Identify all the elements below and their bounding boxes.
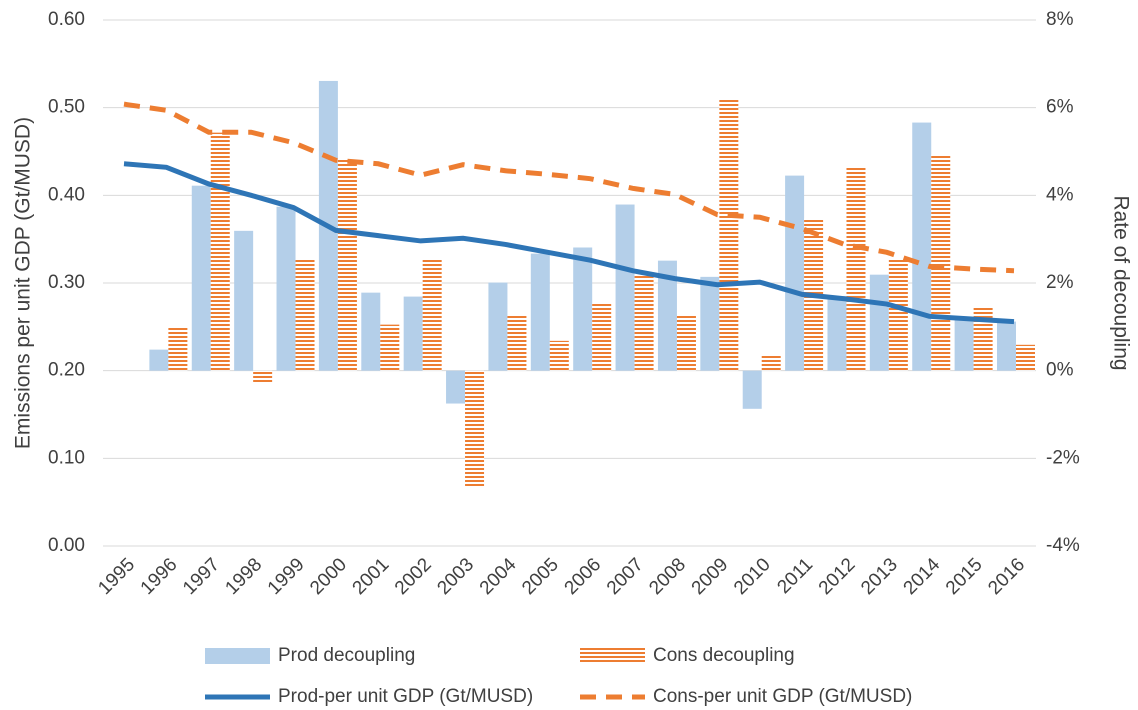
bar [191,185,211,371]
bar [149,349,169,371]
x-tick-label: 2011 [773,554,817,598]
bar [488,282,508,371]
bar [700,276,720,371]
bar [954,319,974,371]
legend-swatch [205,648,270,664]
y2-axis-title: Rate of decoupling [1109,195,1132,370]
legend-label: Cons-per unit GDP (Gt/MUSD) [653,686,912,707]
y-tick-label: 0.30 [48,272,85,293]
y-tick-label: 0.20 [48,360,85,381]
y-tick-label: 0.40 [48,184,85,205]
x-tick-label: 2016 [984,554,1029,599]
bar [507,315,527,371]
x-tick-label: 2012 [815,554,860,599]
bar [253,370,273,384]
y-tick-label: 0.50 [48,97,85,118]
bar [276,206,296,371]
y2-tick-label: -2% [1046,447,1080,468]
y2-tick-label: 6% [1046,97,1074,118]
line [123,101,1015,274]
bar [657,260,677,371]
y2-tick-label: 4% [1046,184,1074,205]
bar [337,158,357,371]
x-tick-label: 2008 [645,554,690,599]
bar [403,296,423,371]
bar [1016,344,1035,371]
bar [997,321,1016,371]
y-axis-title: Emissions per unit GDP (Gt/MUSD) [12,117,35,449]
bar [361,292,381,371]
x-tick-label: 2013 [857,554,902,599]
bar [827,296,847,371]
x-tick-label: 2001 [349,554,394,599]
x-tick-label: 2002 [391,554,436,599]
bar [210,132,230,371]
bar [719,99,739,371]
y-tick-label: 0.10 [48,447,85,468]
x-tick-label: 1995 [94,554,139,599]
y-tick-label: 0.60 [48,9,85,30]
line [123,161,1015,325]
bar [234,230,254,371]
x-tick-label: 1997 [179,554,224,599]
bar [573,247,593,371]
y2-tick-label: 0% [1046,360,1074,381]
bar [465,370,485,487]
x-tick-label: 2015 [942,554,987,599]
bar [634,274,654,371]
y-tick-label: 0.00 [48,535,85,556]
x-tick-label: 2005 [518,554,563,599]
bar [888,258,908,371]
bar [869,274,889,371]
x-tick-label: 2000 [306,554,351,599]
bar [676,315,696,371]
x-tick-label: 2010 [730,554,775,599]
x-tick-label: 2007 [603,554,648,599]
bar [973,307,993,371]
bar [592,303,612,371]
x-tick-label: 1999 [264,554,309,599]
bar [615,204,635,371]
x-tick-label: 2009 [688,554,733,599]
legend-swatch [580,648,645,664]
legend-label: Prod-per unit GDP (Gt/MUSD) [278,686,533,707]
x-tick-label: 2014 [900,554,945,599]
bar [295,258,315,371]
bar [931,154,951,371]
bar [785,175,805,371]
x-tick-label: 2006 [561,554,606,599]
y2-tick-label: -4% [1046,535,1080,556]
x-tick-label: 1998 [221,554,266,599]
bar [549,340,569,371]
legend-label: Cons decoupling [653,645,795,666]
bar [846,166,866,371]
bar [530,253,550,371]
x-tick-label: 1996 [137,554,182,599]
x-tick-label: 2003 [433,554,478,599]
bar [168,326,188,371]
bar [912,122,932,371]
legend-label: Prod decoupling [278,645,415,666]
bar [446,370,466,404]
bar [742,370,762,409]
bar [761,355,781,371]
bar [380,324,400,371]
x-tick-label: 2004 [476,554,521,599]
y2-tick-label: 2% [1046,272,1074,293]
bar [422,259,442,371]
y2-tick-label: 8% [1046,9,1074,30]
